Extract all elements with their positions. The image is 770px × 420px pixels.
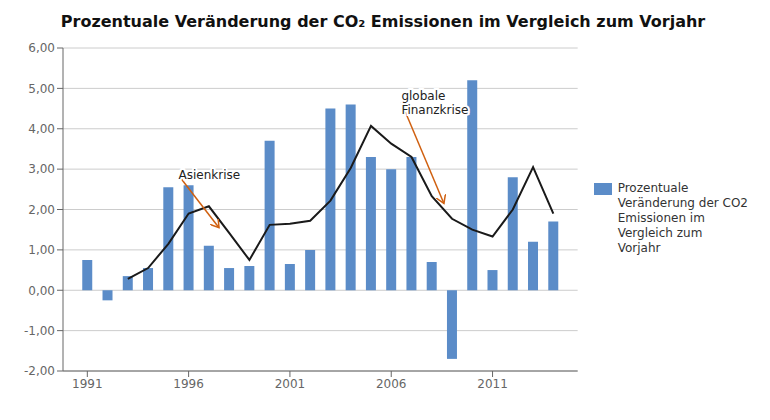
svg-text:4,00: 4,00 xyxy=(28,122,55,136)
svg-text:-2,00: -2,00 xyxy=(24,364,55,378)
svg-text:5,00: 5,00 xyxy=(28,82,55,96)
svg-text:2011: 2011 xyxy=(477,377,508,391)
svg-text:1991: 1991 xyxy=(72,377,103,391)
svg-text:2,00: 2,00 xyxy=(28,203,55,217)
svg-text:3,00: 3,00 xyxy=(28,162,55,176)
svg-text:2006: 2006 xyxy=(376,377,407,391)
svg-text:6,00: 6,00 xyxy=(28,41,55,55)
html-text:Prozentuale Veränderung der CO: Prozentuale Veränderung der CO2 Emission… xyxy=(617,180,748,255)
svg-text:2001: 2001 xyxy=(275,377,306,391)
html-text:Prozentuale Veränderung der CO: Prozentuale Veränderung der CO₂ Emission… xyxy=(60,12,706,31)
svg-text:-1,00: -1,00 xyxy=(24,324,55,338)
svg-text:globaleFinanzkrise: globaleFinanzkrise xyxy=(401,89,468,117)
svg-text:0,00: 0,00 xyxy=(28,284,55,298)
svg-text:Asienkrise: Asienkrise xyxy=(178,168,240,182)
svg-text:1996: 1996 xyxy=(173,377,204,391)
svg-text:1,00: 1,00 xyxy=(28,243,55,257)
